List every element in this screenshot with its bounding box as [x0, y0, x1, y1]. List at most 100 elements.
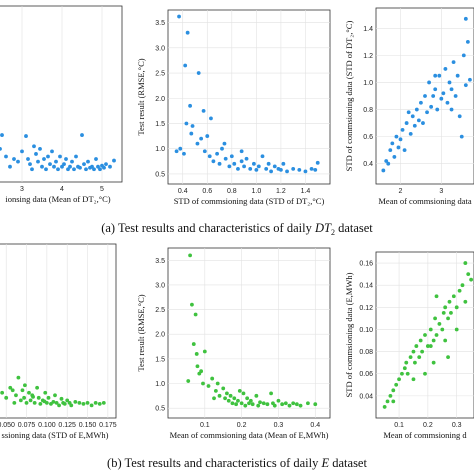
data-point	[4, 154, 8, 159]
data-point	[449, 87, 454, 92]
data-point	[405, 371, 410, 376]
data-point	[457, 114, 462, 119]
data-point	[242, 164, 246, 169]
x-tick-label: 4	[60, 186, 64, 193]
plot-frame	[0, 5, 123, 183]
data-point	[82, 162, 86, 167]
data-point	[40, 164, 44, 169]
data-point	[50, 149, 54, 154]
data-point	[391, 388, 396, 393]
y-tick-label: 1.2	[363, 53, 373, 60]
data-point	[80, 133, 84, 137]
data-point	[382, 405, 387, 409]
data-point	[220, 146, 224, 151]
data-point	[48, 162, 52, 167]
plot-frame	[0, 243, 117, 419]
data-point	[28, 162, 32, 167]
data-point	[425, 110, 429, 115]
x-axis-label: STD of commsioning data (STD of DT₂,°C)	[174, 196, 325, 206]
data-point	[285, 169, 289, 174]
data-point	[215, 381, 220, 386]
data-point	[269, 169, 273, 174]
x-tick-label: 1.0	[251, 188, 261, 195]
data-point	[16, 159, 20, 164]
data-point	[10, 388, 15, 393]
data-point	[392, 155, 397, 159]
x-tick-label: 1.4	[301, 188, 311, 195]
data-point	[291, 166, 296, 171]
data-point	[417, 355, 422, 360]
x-axis-label: ssioning data (STD of E,MWh)	[2, 430, 109, 440]
x-tick-label: 1.2	[276, 188, 286, 195]
data-point	[31, 394, 35, 399]
data-point	[226, 398, 231, 403]
data-point	[44, 167, 48, 172]
data-point	[191, 342, 196, 346]
data-point	[90, 164, 94, 169]
data-point	[20, 149, 24, 154]
data-point	[74, 154, 78, 159]
data-point	[420, 349, 425, 354]
data-point	[276, 398, 281, 403]
data-point	[205, 134, 210, 138]
y-tick-label: 2.5	[155, 71, 165, 78]
data-point	[53, 393, 57, 398]
data-point	[386, 161, 391, 166]
data-point	[34, 152, 38, 156]
data-point	[241, 391, 246, 396]
data-point	[210, 376, 215, 381]
data-point	[468, 77, 472, 82]
data-point	[72, 167, 76, 172]
data-point	[411, 349, 416, 354]
data-point	[227, 164, 232, 169]
data-point	[279, 167, 283, 172]
data-point	[244, 156, 249, 161]
x-tick-label: 0.050	[0, 422, 15, 429]
data-point	[92, 167, 96, 172]
x-tick-label: 0.8	[227, 188, 237, 195]
data-point	[59, 396, 64, 401]
data-point	[461, 53, 466, 58]
data-point	[428, 344, 433, 348]
data-point	[431, 94, 436, 98]
data-point	[56, 167, 60, 172]
data-point	[463, 299, 468, 304]
caption-top: (a) Test results and characteristics of …	[101, 221, 373, 237]
data-point	[459, 134, 464, 139]
data-point	[451, 294, 456, 299]
data-point	[207, 154, 212, 159]
data-point	[427, 80, 431, 85]
data-point	[443, 67, 448, 71]
y-tick-label: 0.14	[359, 283, 373, 290]
data-point	[12, 400, 17, 405]
data-point	[8, 385, 13, 390]
plot-frame	[167, 247, 331, 419]
x-axis-label: Mean of commsioning data	[378, 196, 471, 206]
data-point	[315, 160, 320, 165]
y-tick-label: 2.0	[155, 96, 165, 103]
data-point	[256, 164, 261, 169]
data-point	[433, 316, 437, 321]
x-tick-label: 0.3	[452, 422, 462, 429]
y-tick-label: 0.04	[359, 393, 373, 400]
data-point	[287, 403, 292, 408]
data-point	[303, 169, 308, 174]
data-point	[446, 316, 450, 321]
data-point	[283, 401, 288, 406]
data-point	[460, 283, 465, 288]
x-tick-label: 0.150	[79, 422, 97, 429]
data-point	[385, 399, 390, 404]
y-tick-label: 3.5	[155, 258, 165, 265]
y-tick-label: 0.5	[155, 171, 165, 178]
data-point	[454, 327, 459, 332]
data-point	[196, 71, 201, 75]
data-point	[199, 136, 204, 141]
data-point	[261, 401, 266, 406]
data-point	[445, 100, 450, 105]
data-point	[188, 103, 192, 108]
data-point	[397, 377, 401, 382]
data-point	[66, 167, 70, 172]
data-point	[38, 401, 43, 406]
data-point	[78, 165, 82, 170]
